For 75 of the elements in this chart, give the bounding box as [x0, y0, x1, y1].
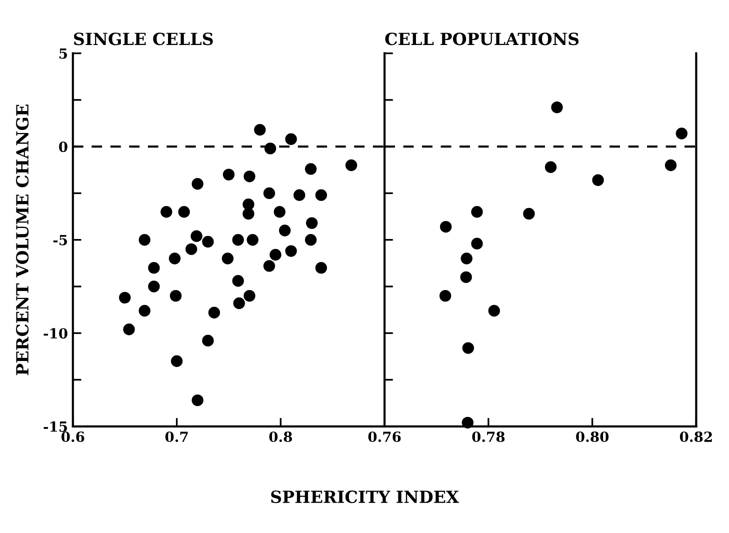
point: [242, 198, 254, 210]
point: [232, 275, 244, 287]
y-tick-label: -5: [53, 235, 67, 246]
point: [274, 206, 286, 218]
point: [263, 187, 276, 200]
x-axis-title: SPHERICITY INDEX: [271, 490, 459, 504]
y-axis-title: PERCENT VOLUME CHANGE: [16, 104, 29, 376]
point: [592, 174, 604, 186]
point: [285, 133, 297, 145]
x-tick-label: 0.82: [680, 432, 712, 442]
point: [439, 290, 452, 302]
point: [315, 262, 328, 274]
x-tick-label: 0.8: [269, 432, 292, 442]
y-tick-label: -15: [44, 421, 67, 432]
point: [148, 280, 160, 292]
point: [168, 252, 181, 264]
point: [244, 290, 256, 302]
point: [192, 394, 204, 406]
point: [138, 234, 150, 246]
point: [160, 206, 172, 218]
point: [278, 224, 291, 236]
point: [170, 355, 183, 367]
y-tick-label: 5: [60, 48, 67, 59]
point: [462, 416, 474, 429]
point: [123, 324, 135, 336]
point: [315, 189, 328, 201]
point: [208, 306, 220, 318]
y-tick-label: -10: [44, 328, 68, 339]
point: [304, 163, 317, 175]
point: [304, 234, 317, 246]
chart-title: CELL POPULATIONS: [385, 32, 579, 46]
point: [178, 206, 190, 218]
point: [462, 342, 474, 354]
point: [185, 243, 198, 256]
point: [232, 234, 244, 246]
point: [254, 124, 266, 136]
point: [148, 262, 160, 274]
chart-title: SINGLE CELLS: [74, 32, 213, 46]
point: [488, 304, 500, 317]
point: [244, 170, 256, 182]
x-tick-label: 0.80: [576, 432, 609, 442]
point: [202, 236, 214, 248]
point: [664, 159, 677, 172]
point: [270, 248, 282, 261]
point: [676, 128, 688, 140]
point: [471, 238, 483, 250]
point: [233, 297, 245, 310]
point: [190, 230, 202, 242]
point: [192, 178, 204, 190]
point: [222, 252, 234, 264]
point: [222, 168, 235, 180]
point: [460, 252, 472, 264]
point: [471, 206, 483, 218]
point: [118, 292, 131, 304]
x-tick-label: 0.78: [472, 432, 505, 442]
point: [246, 234, 258, 246]
y-tick-label: 0: [59, 142, 68, 152]
point: [523, 208, 535, 220]
point: [294, 189, 306, 201]
x-tick-label: 0.76: [368, 432, 401, 442]
point: [263, 260, 276, 272]
point: [460, 271, 472, 284]
point: [345, 159, 358, 172]
point: [544, 161, 557, 173]
point: [138, 304, 150, 317]
point: [551, 102, 563, 114]
point: [306, 217, 318, 229]
x-tick-label: 0.6: [61, 432, 84, 442]
point: [264, 142, 276, 154]
point: [285, 245, 297, 257]
point: [170, 290, 182, 302]
x-tick-label: 0.7: [165, 432, 188, 442]
point: [242, 208, 254, 220]
point: [202, 334, 214, 346]
point: [440, 220, 452, 233]
